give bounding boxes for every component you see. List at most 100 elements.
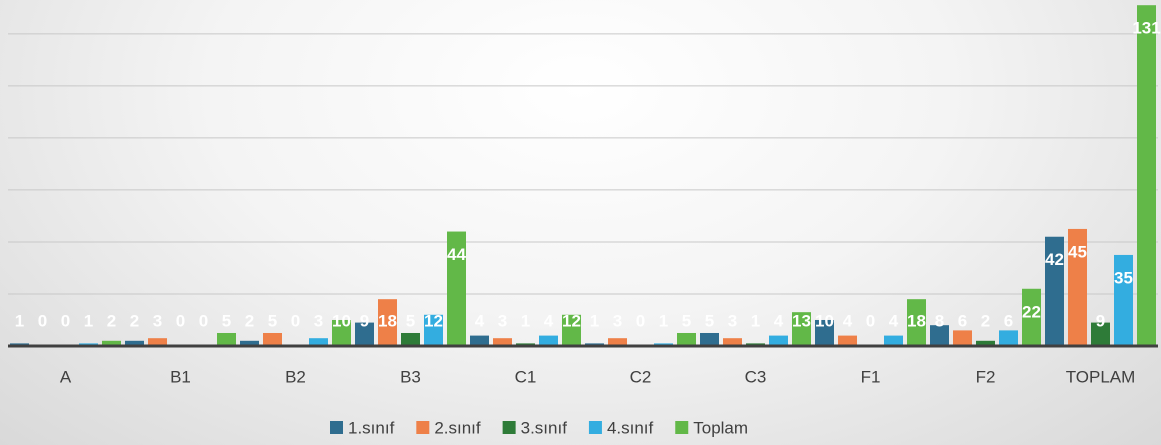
data-label: 9 bbox=[1096, 311, 1105, 330]
bar bbox=[700, 332, 719, 346]
data-label: 2 bbox=[130, 311, 139, 330]
data-label: 4 bbox=[544, 311, 554, 330]
data-label: 5 bbox=[222, 311, 231, 330]
bar bbox=[378, 299, 397, 346]
bar bbox=[401, 332, 420, 346]
data-label: 44 bbox=[447, 245, 466, 264]
x-tick-label: B3 bbox=[400, 367, 421, 386]
data-label: 0 bbox=[866, 311, 875, 330]
bar bbox=[332, 319, 351, 346]
x-tick-label: B2 bbox=[285, 367, 306, 386]
bar bbox=[240, 340, 259, 346]
data-label: 2 bbox=[107, 311, 116, 330]
data-label: 35 bbox=[1114, 268, 1133, 287]
bar bbox=[1045, 236, 1064, 346]
bar bbox=[1068, 228, 1087, 346]
bar bbox=[562, 314, 581, 346]
bar bbox=[907, 299, 926, 346]
bar bbox=[677, 332, 696, 346]
data-label: 10 bbox=[815, 311, 834, 330]
x-tick-label: A bbox=[60, 367, 72, 386]
data-label: 0 bbox=[176, 311, 185, 330]
legend-label: Toplam bbox=[693, 418, 748, 437]
bar bbox=[217, 332, 236, 346]
data-label: 4 bbox=[774, 311, 784, 330]
data-label: 4 bbox=[843, 311, 853, 330]
data-label: 10 bbox=[332, 311, 351, 330]
bar bbox=[884, 335, 903, 346]
bar bbox=[769, 335, 788, 346]
x-tick-label: B1 bbox=[170, 367, 191, 386]
data-label: 6 bbox=[958, 311, 967, 330]
legend-swatch bbox=[502, 421, 516, 434]
legend-swatch bbox=[330, 421, 343, 434]
data-label: 8 bbox=[935, 311, 944, 330]
bar bbox=[838, 335, 857, 346]
data-label: 6 bbox=[1004, 311, 1013, 330]
legend-swatch bbox=[588, 421, 602, 434]
data-label: 1 bbox=[659, 311, 668, 330]
bar bbox=[792, 312, 811, 346]
bar bbox=[102, 340, 121, 346]
bar bbox=[309, 338, 328, 346]
bar bbox=[1114, 254, 1133, 346]
bar bbox=[976, 340, 995, 346]
data-label: 5 bbox=[268, 311, 277, 330]
bar bbox=[424, 314, 443, 346]
bar bbox=[1091, 322, 1110, 346]
bar bbox=[930, 325, 949, 346]
data-label: 9 bbox=[360, 311, 369, 330]
data-label: 2 bbox=[981, 311, 990, 330]
bar bbox=[148, 338, 167, 346]
data-label: 22 bbox=[1022, 302, 1041, 321]
data-label: 0 bbox=[61, 311, 70, 330]
bar bbox=[999, 330, 1018, 346]
bar bbox=[1022, 288, 1041, 346]
legend-swatch bbox=[675, 421, 689, 434]
data-label: 4 bbox=[889, 311, 899, 330]
data-label: 2 bbox=[245, 311, 254, 330]
data-label: 42 bbox=[1045, 250, 1064, 269]
bar bbox=[447, 231, 466, 346]
data-label: 0 bbox=[38, 311, 47, 330]
data-label: 131 bbox=[1132, 19, 1160, 38]
data-label: 1 bbox=[521, 311, 530, 330]
data-label: 3 bbox=[613, 311, 622, 330]
legend-swatch bbox=[416, 421, 430, 434]
data-label: 0 bbox=[636, 311, 645, 330]
data-label: 12 bbox=[562, 311, 581, 330]
data-label: 3 bbox=[728, 311, 737, 330]
data-label: 3 bbox=[314, 311, 323, 330]
legend-label: 3.sınıf bbox=[521, 418, 568, 437]
x-tick-label: C1 bbox=[515, 367, 537, 386]
data-label: 5 bbox=[705, 311, 714, 330]
x-tick-label: TOPLAM bbox=[1066, 367, 1136, 386]
data-label: 1 bbox=[590, 311, 599, 330]
data-label: 5 bbox=[682, 311, 691, 330]
legend-label: 2.sınıf bbox=[434, 418, 481, 437]
bar bbox=[125, 340, 144, 346]
x-tick-label: F2 bbox=[976, 367, 996, 386]
data-label: 5 bbox=[406, 311, 415, 330]
data-label: 1 bbox=[751, 311, 760, 330]
x-tick-label: C3 bbox=[745, 367, 767, 386]
data-label: 18 bbox=[907, 311, 926, 330]
data-label: 0 bbox=[291, 311, 300, 330]
bar bbox=[608, 338, 627, 346]
bar bbox=[355, 322, 374, 346]
data-label: 45 bbox=[1068, 242, 1087, 261]
data-label: 3 bbox=[498, 311, 507, 330]
bar bbox=[953, 330, 972, 346]
data-label: 18 bbox=[378, 311, 397, 330]
bar bbox=[723, 338, 742, 346]
bar bbox=[470, 335, 489, 346]
data-label: 4 bbox=[475, 311, 485, 330]
data-label: 12 bbox=[424, 311, 443, 330]
x-tick-label: C2 bbox=[630, 367, 652, 386]
bar bbox=[539, 335, 558, 346]
data-label: 0 bbox=[199, 311, 208, 330]
data-label: 1 bbox=[15, 311, 24, 330]
bar bbox=[815, 319, 834, 346]
data-label: 13 bbox=[792, 311, 811, 330]
